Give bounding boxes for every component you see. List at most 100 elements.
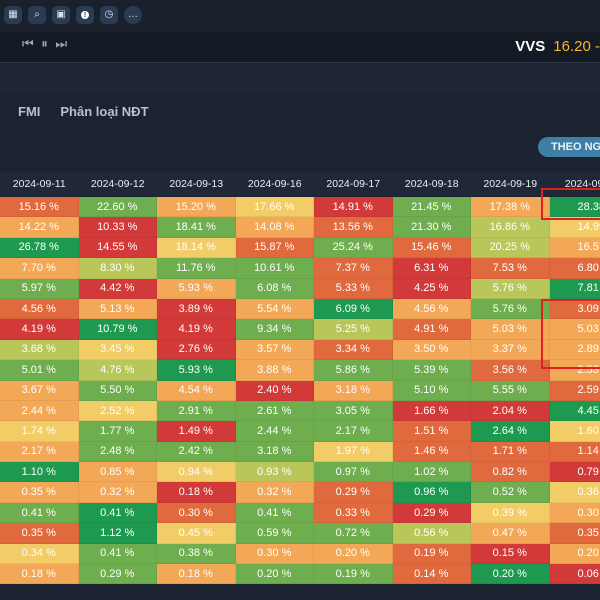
table-cell: 0.35 % (0, 523, 79, 544)
table-cell: 3.18 % (235, 441, 314, 463)
table-cell: 0.30 % (157, 502, 236, 524)
table-cell: 0.14 % (392, 564, 471, 585)
table-cell: 7.53 % (471, 258, 550, 279)
table-cell: 7.37 % (314, 258, 393, 279)
playback-bar (0, 32, 600, 62)
table-cell: 0.29 % (78, 564, 157, 585)
table-cell: 25.24 % (314, 237, 393, 259)
table-cell: 21.45 % (392, 197, 471, 218)
gift-icon[interactable]: ▣ (52, 6, 70, 24)
table-cell: 1.71 % (471, 441, 550, 463)
table-cell: 15.20 % (157, 197, 236, 218)
table-cell: 0.47 % (471, 523, 550, 544)
column-header[interactable]: 2024-09-16 (247, 178, 302, 190)
table-cell: 1.46 % (392, 441, 471, 463)
table-cell: 3.34 % (314, 339, 393, 361)
table-cell: 1.12 % (78, 523, 157, 544)
table-cell: 5.01 % (0, 360, 79, 381)
table-cell: 4.19 % (0, 319, 79, 340)
table-cell: 2.89 (549, 339, 600, 361)
table-cell: 0.32 % (78, 482, 157, 503)
table-cell: 0.35 % (0, 482, 79, 503)
table-cell: 0.41 % (235, 502, 314, 524)
table-cell: 0.41 % (78, 502, 157, 524)
table-cell: 0.30 (549, 502, 600, 524)
table-cell: 2.17 % (0, 441, 79, 463)
table-cell: 5.54 % (235, 298, 314, 320)
clock-icon[interactable]: ◷ (100, 6, 118, 24)
table-cell: 2.61 % (235, 400, 314, 422)
grid-icon[interactable]: ▦ (4, 6, 22, 24)
table-cell: 1.60 (549, 421, 600, 442)
header-band (0, 62, 600, 93)
playback-controls[interactable]: ⏮ ⏸ ⏭ (22, 36, 70, 51)
table-cell: 0.45 % (157, 523, 236, 544)
table-cell: 14.99 (549, 217, 600, 238)
heatmap-table: 15.16 % 22.60 % 15.20 % 17.66 % 14.91 % 21.45… (0, 197, 600, 585)
table-cell: 2.42 % (157, 441, 236, 463)
column-header[interactable]: 2024-09-17 (326, 178, 381, 190)
table-cell: 3.50 % (392, 339, 471, 361)
table-cell: 5.10 % (392, 380, 471, 401)
column-header[interactable]: 2024-09-11 (12, 178, 66, 190)
table-cell: 5.25 % (314, 319, 393, 340)
search-icon[interactable]: ⌕ (28, 6, 46, 24)
table-cell: 0.18 % (157, 564, 236, 585)
table-cell: 7.70 % (0, 258, 79, 279)
table-cell: 0.93 % (235, 462, 314, 483)
table-cell: 1.74 % (0, 421, 79, 442)
theo-button[interactable]: THEO NG (538, 137, 600, 157)
table-cell: 4.54 % (157, 380, 236, 401)
table-cell: 5.86 % (314, 360, 393, 381)
table-cell: 0.19 % (314, 564, 393, 585)
table-cell: 0.20 % (235, 564, 314, 585)
table-cell: 16.57 (549, 237, 600, 259)
table-cell: 17.66 % (235, 197, 314, 218)
top-toolbar: ▦ ⌕ ▣ ! ◷ … (0, 0, 600, 32)
more-icon[interactable]: … (124, 6, 142, 24)
table-cell: 0.97 % (314, 462, 393, 483)
table-cell: 2.52 % (78, 400, 157, 422)
table-cell: 1.49 % (157, 421, 236, 442)
column-header[interactable]: 2024-09-19 (483, 178, 538, 190)
table-cell: 1.66 % (392, 400, 471, 422)
table-cell: 4.56 % (392, 298, 471, 320)
column-header[interactable]: 2024-09-18 (404, 178, 459, 190)
table-cell: 1.14 (549, 441, 600, 463)
table-cell: 3.18 % (314, 380, 393, 401)
column-header[interactable]: 2024-09-12 (90, 178, 145, 190)
table-cell: 0.18 % (0, 564, 79, 585)
table-cell: 1.10 % (0, 462, 79, 483)
table-cell: 0.33 % (314, 502, 393, 524)
table-cell: 2.04 % (471, 400, 550, 422)
info-glyph: ! (81, 11, 89, 19)
table-cell: 14.55 % (78, 237, 157, 259)
table-cell: 5.97 % (0, 278, 79, 299)
table-cell: 14.22 % (0, 217, 79, 238)
table-cell: 4.91 % (392, 319, 471, 340)
table-cell: 0.36 (549, 482, 600, 503)
table-cell: 0.94 % (157, 462, 236, 483)
column-header[interactable]: 2024-09-2 (564, 178, 600, 190)
tab-investor-classification[interactable]: Phân loại NĐT (60, 104, 149, 119)
ticker-price: 16.20 - (553, 37, 600, 55)
tab-fmi[interactable]: FMI (18, 104, 41, 119)
table-cell: 6.31 % (392, 258, 471, 279)
table-cell: 5.93 % (157, 360, 236, 381)
column-header[interactable]: 2024-09-13 (169, 178, 224, 190)
table-cell: 0.32 % (235, 482, 314, 503)
table-cell: 0.30 % (235, 543, 314, 565)
table-cell: 10.61 % (235, 258, 314, 279)
info-icon[interactable]: ! (76, 6, 94, 24)
table-cell: 0.34 % (0, 543, 79, 565)
table-cell: 4.45 (549, 400, 600, 422)
table-cell: 3.09 (549, 298, 600, 320)
table-cell: 0.19 % (392, 543, 471, 565)
table-cell: 4.42 % (78, 278, 157, 299)
table-cell: 2.44 % (0, 400, 79, 422)
more-glyph: … (128, 9, 138, 20)
table-cell: 5.76 % (471, 298, 550, 320)
table-cell: 18.41 % (157, 217, 236, 238)
table-cell: 14.91 % (314, 197, 393, 218)
table-cell: 0.38 % (157, 543, 236, 565)
